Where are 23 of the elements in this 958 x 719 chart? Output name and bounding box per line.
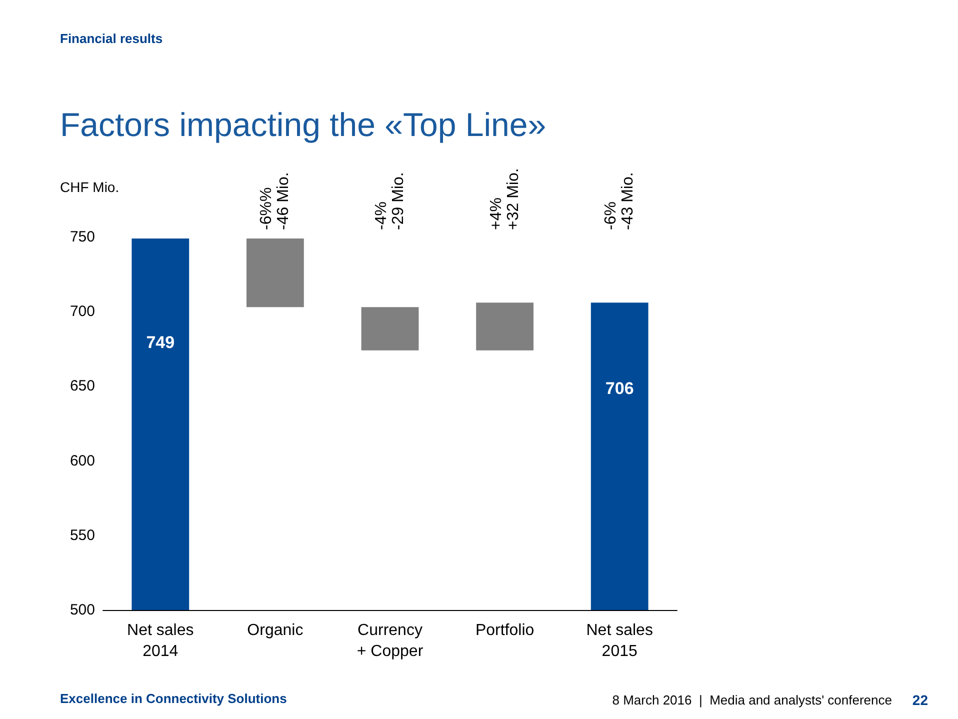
x-tick-label: Net sales 2015 (586, 622, 653, 660)
x-tick-label: Organic (247, 622, 304, 639)
y-tick-label: 500 (70, 602, 95, 618)
chart-title: Factors impacting the «Top Line» (60, 106, 546, 143)
x-tick-label: Currency + Copper (356, 622, 424, 660)
text: -4% -29 Mio. (373, 172, 407, 230)
x-tick-label: Portfolio (475, 622, 534, 639)
x-tick-label: Net sales 2014 (127, 622, 194, 660)
text: -6%% -46 Mio. (258, 172, 292, 230)
chart-subtitle: Financial results (60, 31, 163, 46)
data-label: 749 (146, 333, 175, 352)
y-tick-label: 550 (70, 526, 95, 544)
y-tick-label: 750 (70, 228, 95, 246)
y-tick-label: 650 (70, 378, 95, 395)
text: 22 (912, 692, 928, 708)
y-tick-label: 700 (70, 303, 95, 320)
text: -6% -43 Mio. (602, 172, 637, 230)
y-tick-label: 600 (70, 452, 95, 470)
text: Excellence in Connectivity Solutions (60, 691, 287, 706)
data-label: 706 (605, 379, 634, 398)
text: +4% +32 Mio. (488, 168, 522, 230)
text: 8 March 2016 | Media and analysts' conference (612, 692, 892, 708)
y-axis-title: CHF Mio. (60, 179, 120, 195)
